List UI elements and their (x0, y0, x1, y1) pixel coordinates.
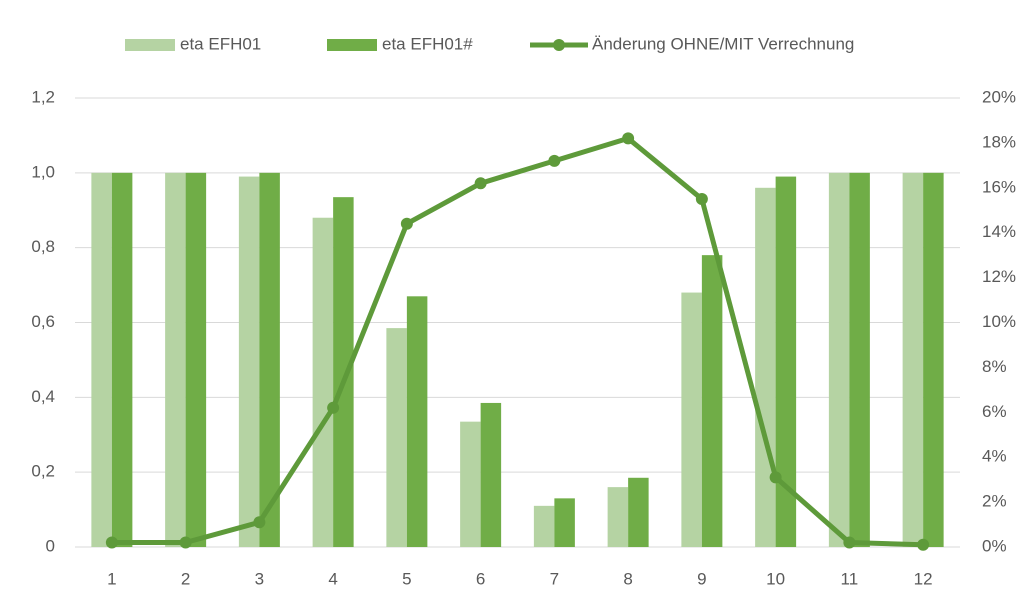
bar (312, 217, 334, 547)
line-point (400, 217, 413, 230)
bar (628, 477, 649, 547)
bar (165, 172, 186, 548)
x-tick-label: 9 (697, 569, 706, 588)
legend-label: eta EFH01 (180, 34, 261, 53)
line-point (769, 471, 782, 484)
bar (259, 172, 280, 548)
bar (755, 187, 776, 548)
bar (460, 421, 481, 547)
line-point (105, 536, 118, 549)
y-tick-label: 1,0 (31, 162, 55, 181)
y-tick-label: 0,8 (31, 237, 55, 256)
bar (533, 505, 555, 547)
x-tick-label: 12 (914, 569, 933, 588)
line-point (843, 536, 856, 549)
bar (480, 402, 502, 547)
bar (607, 487, 629, 547)
bar (238, 176, 260, 547)
bar (406, 296, 428, 547)
legend-swatch (327, 39, 377, 51)
y2-tick-label: 10% (982, 312, 1016, 331)
y-tick-label: 1,2 (31, 87, 55, 106)
y-tick-label: 0 (46, 536, 55, 555)
legend-swatch (553, 39, 565, 51)
legend-label: eta EFH01# (382, 34, 473, 53)
y-tick-label: 0,6 (31, 312, 55, 331)
y2-tick-label: 2% (982, 492, 1007, 511)
x-tick-label: 2 (181, 569, 190, 588)
y2-tick-label: 20% (982, 87, 1016, 106)
line-point (622, 132, 635, 145)
line-point (179, 536, 192, 549)
y2-tick-label: 6% (982, 402, 1007, 421)
bar (386, 328, 407, 547)
y2-tick-label: 0% (982, 536, 1007, 555)
bar (701, 255, 723, 547)
legend-swatch (125, 39, 175, 51)
y2-tick-label: 4% (982, 447, 1007, 466)
line-point (695, 193, 708, 206)
line-point (548, 154, 561, 167)
y2-tick-label: 18% (982, 132, 1016, 151)
x-tick-label: 1 (107, 569, 116, 588)
line-point (327, 401, 340, 414)
bar (828, 172, 850, 548)
bar (775, 176, 797, 547)
bar (111, 172, 133, 548)
y2-tick-label: 14% (982, 222, 1016, 241)
bar (91, 172, 112, 548)
y-tick-label: 0,4 (31, 387, 55, 406)
bar (849, 172, 870, 548)
x-tick-label: 6 (476, 569, 485, 588)
x-tick-label: 3 (255, 569, 264, 588)
bar (554, 498, 575, 547)
y2-tick-label: 12% (982, 267, 1016, 286)
line-point (474, 177, 487, 190)
line-point (917, 538, 930, 551)
y-tick-label: 0,2 (31, 462, 55, 481)
x-tick-label: 5 (402, 569, 411, 588)
legend-label: Änderung OHNE/MIT Verrechnung (592, 34, 854, 53)
bar (333, 197, 354, 547)
bar (681, 292, 702, 547)
y2-tick-label: 16% (982, 177, 1016, 196)
y2-tick-label: 8% (982, 357, 1007, 376)
x-tick-label: 7 (550, 569, 559, 588)
x-tick-label: 10 (766, 569, 785, 588)
line (111, 135, 924, 548)
x-tick-label: 11 (841, 569, 859, 588)
bar (902, 172, 924, 548)
bar (185, 172, 207, 548)
line-point (253, 516, 266, 529)
x-tick-label: 8 (623, 569, 632, 588)
x-tick-label: 4 (328, 569, 337, 588)
bar (923, 172, 944, 548)
